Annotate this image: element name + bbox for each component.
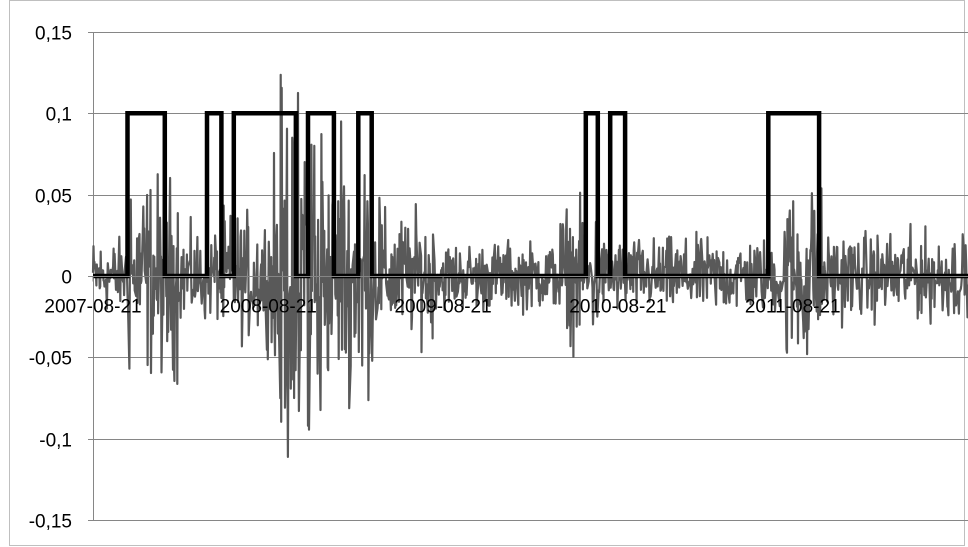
y-tick-label-1: 0,1: [46, 105, 72, 126]
x-axis: 2007-08-21 2008-08-21 2009-08-21 2010-08-21…: [44, 276, 968, 318]
y-tick-label-4: -0,05: [29, 349, 72, 370]
y-tick-label-3: 0: [61, 268, 72, 289]
x-tick-label-1: 2008-08-21: [220, 297, 317, 318]
returns-series-line: [91, 73, 968, 458]
y-tick-label-0: 0,15: [35, 24, 72, 45]
grid-lines: [88, 32, 968, 521]
y-axis-tick-labels: 0,15 0,1 0,05 0 -0,05 -0,1 -0,15: [29, 24, 72, 533]
x-tick-label-4: 2011-08-21: [745, 297, 841, 318]
x-tick-label-0: 2007-08-21: [44, 297, 141, 318]
x-tick-label-3: 2010-08-21: [569, 297, 666, 318]
y-tick-label-6: -0,15: [29, 512, 72, 533]
y-tick-label-5: -0,1: [39, 431, 72, 452]
y-tick-label-2: 0,05: [35, 187, 72, 208]
x-tick-label-2: 2009-08-21: [394, 297, 491, 318]
